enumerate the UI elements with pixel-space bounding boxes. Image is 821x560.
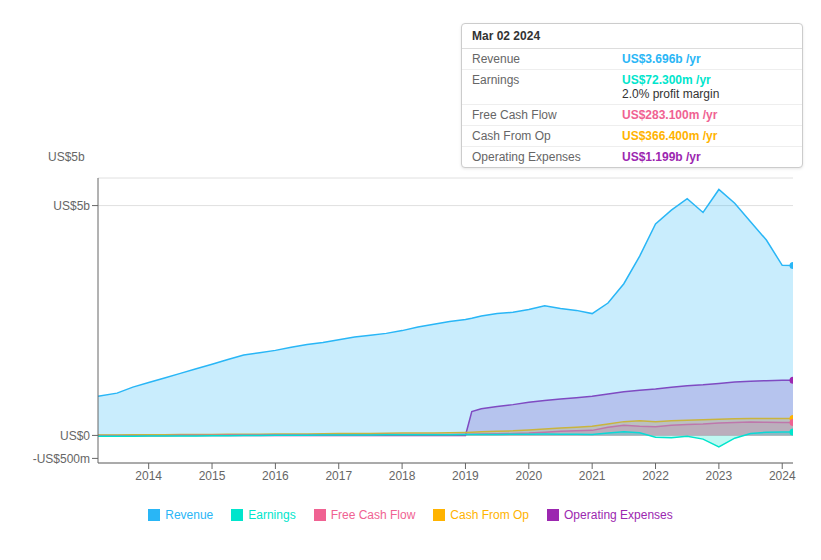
html-text:2.0% profit margin: 2.0% profit margin bbox=[622, 87, 720, 101]
html-text:Free Cash Flow: Free Cash Flow bbox=[472, 108, 557, 122]
html-text:Revenue: Revenue bbox=[165, 508, 214, 522]
svg-text:2021: 2021 bbox=[579, 469, 606, 483]
svg-text:US$5b: US$5b bbox=[53, 199, 90, 213]
html-text:US$72.300m /yr: US$72.300m /yr bbox=[622, 73, 711, 87]
html-text:Operating Expenses: Operating Expenses bbox=[472, 150, 581, 164]
svg-text:2015: 2015 bbox=[199, 469, 226, 483]
html-text:US$5b: US$5b bbox=[48, 150, 85, 164]
html-text:Mar 02 2024: Mar 02 2024 bbox=[472, 29, 541, 43]
svg-text:2020: 2020 bbox=[515, 469, 542, 483]
svg-text:2022: 2022 bbox=[642, 469, 669, 483]
svg-text:-US$500m: -US$500m bbox=[33, 452, 90, 466]
html-text:US$3.696b /yr: US$3.696b /yr bbox=[622, 52, 701, 66]
svg-text:2017: 2017 bbox=[325, 469, 352, 483]
svg-text:2014: 2014 bbox=[135, 469, 162, 483]
html-text:Cash From Op: Cash From Op bbox=[472, 129, 551, 143]
svg-text:2024: 2024 bbox=[769, 469, 796, 483]
html-text:Revenue: Revenue bbox=[472, 52, 520, 66]
html-text:Earnings: Earnings bbox=[472, 73, 520, 87]
svg-text:2018: 2018 bbox=[389, 469, 416, 483]
html-text:Operating Expenses: Operating Expenses bbox=[564, 508, 673, 522]
html-text:US$1.199b /yr: US$1.199b /yr bbox=[622, 150, 701, 164]
svg-text:2019: 2019 bbox=[452, 469, 479, 483]
html-text:Earnings: Earnings bbox=[248, 508, 296, 522]
svg-text:2016: 2016 bbox=[262, 469, 289, 483]
html-text:Free Cash Flow: Free Cash Flow bbox=[330, 508, 416, 522]
html-text:Cash From Op: Cash From Op bbox=[450, 508, 529, 522]
svg-text:US$0: US$0 bbox=[60, 429, 90, 443]
html-text:US$366.400m /yr: US$366.400m /yr bbox=[622, 129, 718, 143]
html-text:US$283.100m /yr: US$283.100m /yr bbox=[622, 108, 718, 122]
svg-text:2023: 2023 bbox=[706, 469, 733, 483]
